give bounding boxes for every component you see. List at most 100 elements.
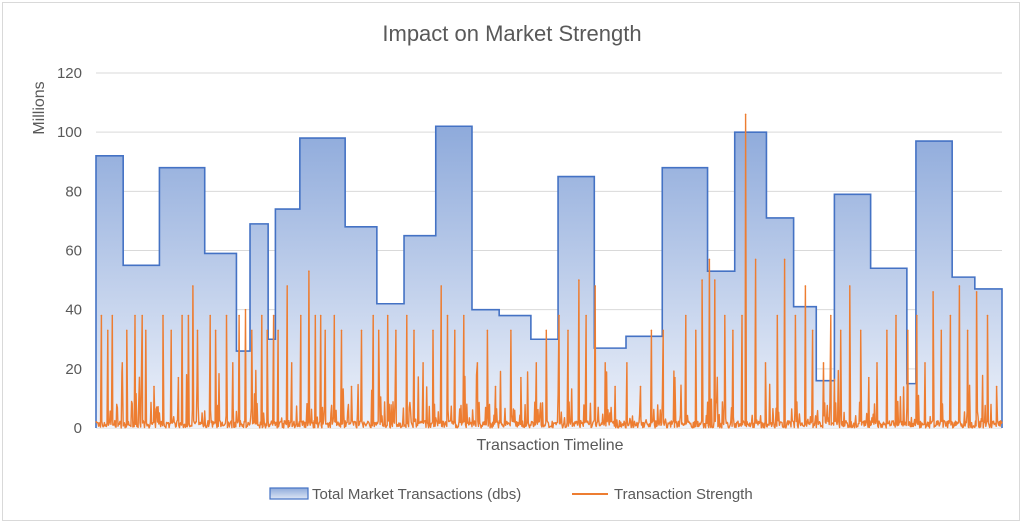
- strength-spike-98: [940, 329, 943, 332]
- strength-spike-60: [585, 314, 587, 317]
- x-axis-label: Transaction Timeline: [476, 437, 623, 454]
- strength-spike-56: [545, 329, 548, 332]
- strength-spike-15: [196, 329, 199, 332]
- strength-spike-69: [685, 314, 687, 317]
- strength-spike-92: [886, 329, 888, 332]
- strength-spike-87: [839, 329, 842, 332]
- strength-line: [95, 113, 1003, 429]
- strength-spike-76: [741, 314, 743, 317]
- strength-spike-51: [486, 329, 489, 332]
- strength-spike-18: [225, 314, 228, 317]
- strength-spike-100: [958, 285, 961, 287]
- y-tick-labels: 0 20 40 60 80 100 120: [57, 65, 82, 437]
- strength-spike-36: [350, 385, 353, 388]
- strength-spike-41: [395, 329, 397, 332]
- strength-spike-101: [966, 329, 969, 332]
- strength-spike-84: [811, 329, 814, 332]
- strength-spike-68: [674, 376, 676, 379]
- strength-spike-70: [695, 329, 697, 332]
- strength-spike-80: [776, 314, 779, 317]
- y-axis-label: Millions: [31, 81, 48, 134]
- strength-spike-72: [708, 258, 711, 261]
- strength-spike-8: [153, 385, 155, 388]
- strength-spike-83: [804, 285, 807, 287]
- strength-spike-16: [209, 314, 211, 317]
- strength-spike-63: [614, 385, 616, 388]
- strength-spike-66: [650, 329, 653, 332]
- strength-spike-2: [111, 314, 114, 317]
- strength-spike-21: [244, 308, 247, 311]
- y-tick-label: 80: [65, 183, 82, 200]
- strength-spike-1: [107, 329, 109, 332]
- strength-spike-65: [639, 385, 642, 388]
- strength-spike-88: [849, 285, 851, 287]
- strength-spike-39: [377, 329, 380, 332]
- strength-spike-61: [594, 285, 596, 287]
- strength-spike-59: [578, 279, 580, 281]
- legend-swatch-total-market-transactions: [269, 487, 309, 500]
- strength-spike-94: [907, 329, 909, 332]
- strength-spike-53: [510, 329, 512, 332]
- strength-spike-93: [895, 314, 897, 317]
- strength-spike-47: [446, 314, 449, 317]
- strength-spike-31: [314, 314, 317, 317]
- strength-spike-12: [181, 314, 183, 317]
- strength-spike-99: [949, 314, 952, 317]
- strength-spike-30: [308, 270, 310, 273]
- strength-spike-85: [822, 362, 825, 364]
- strength-spike-40: [386, 314, 389, 317]
- strength-spike-97: [932, 291, 934, 293]
- strength-spike-89: [859, 329, 862, 332]
- strength-spike-57: [558, 314, 560, 317]
- strength-spike-17: [214, 329, 217, 332]
- strength-spike-27: [286, 285, 289, 287]
- area-fill: [96, 126, 1002, 428]
- strength-spike-20: [238, 314, 240, 317]
- strength-spike-73: [714, 279, 716, 281]
- series-total-market-transactions: [95, 125, 1003, 428]
- strength-spike-7: [145, 329, 147, 332]
- strength-spike-45: [432, 329, 434, 332]
- y-tick-label: 0: [74, 420, 82, 437]
- strength-spike-64: [626, 362, 628, 364]
- strength-spike-26: [277, 329, 279, 332]
- strength-spike-9: [162, 314, 164, 317]
- strength-spike-32: [319, 314, 322, 317]
- strength-spike-96: [924, 362, 926, 364]
- strength-spike-55: [535, 362, 538, 364]
- strength-spike-103: [986, 314, 989, 317]
- y-tick-label: 20: [65, 361, 82, 378]
- strength-spike-49: [463, 314, 465, 317]
- strength-spike-81: [783, 258, 786, 261]
- strength-spike-3: [121, 362, 124, 364]
- y-tick-label: 120: [57, 65, 82, 82]
- strength-spike-75: [732, 329, 734, 332]
- strength-spike-52: [494, 385, 497, 388]
- strength-spike-42: [406, 314, 408, 317]
- strength-spike-79: [764, 362, 767, 364]
- strength-spike-43: [413, 329, 415, 332]
- strength-spike-23: [261, 314, 263, 317]
- strength-spike-6: [141, 314, 143, 317]
- y-tick-label: 40: [65, 302, 82, 319]
- strength-spike-10: [170, 329, 172, 332]
- strength-spike-0: [100, 314, 103, 317]
- strength-spike-50: [476, 362, 479, 364]
- series-transaction-strength: [95, 113, 1003, 429]
- chart-title: Impact on Market Strength: [382, 21, 641, 46]
- legend-label-transaction-strength: Transaction Strength: [614, 486, 753, 503]
- strength-spike-78: [754, 258, 757, 261]
- strength-spike-54: [520, 376, 522, 379]
- strength-spike-58: [567, 329, 569, 332]
- strength-spike-4: [126, 329, 128, 332]
- strength-spike-71: [701, 279, 703, 281]
- strength-spike-46: [440, 285, 443, 287]
- strength-spike-13: [187, 314, 190, 317]
- strength-spike-74: [724, 314, 726, 317]
- strength-spike-29: [300, 314, 302, 317]
- strength-spike-34: [333, 314, 336, 317]
- strength-spike-91: [876, 362, 878, 364]
- strength-spike-44: [422, 362, 424, 364]
- legend: Total Market Transactions (dbs) Transact…: [269, 486, 753, 503]
